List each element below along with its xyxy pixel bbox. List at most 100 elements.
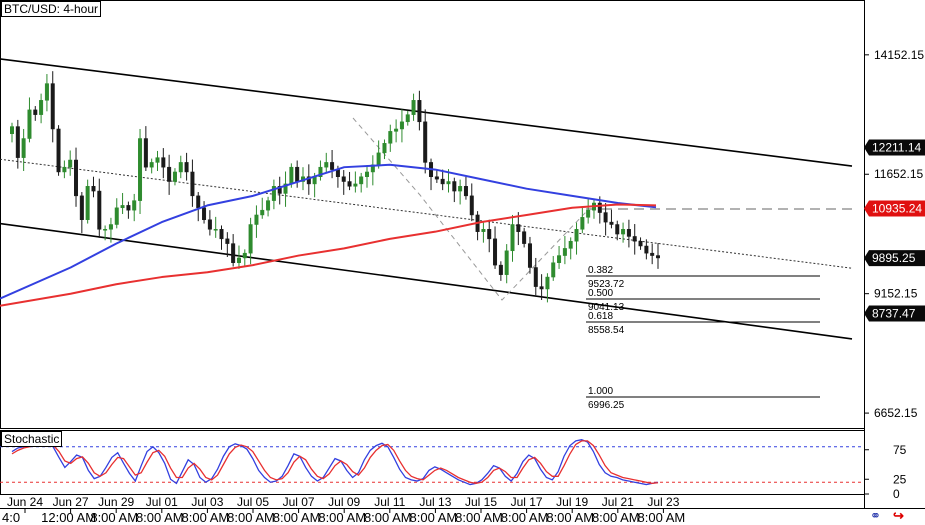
candle-body[interactable] [574,229,579,242]
candle-body[interactable] [318,166,323,177]
candle-body[interactable] [236,257,241,263]
candle-body[interactable] [498,264,503,275]
candle-body[interactable] [27,109,32,139]
candle-body[interactable] [172,171,177,182]
candle-body[interactable] [132,200,137,211]
candle-body[interactable] [266,200,271,211]
candle-body[interactable] [114,207,119,225]
candle-body[interactable] [335,169,340,177]
candle-body[interactable] [615,224,620,235]
candle-body[interactable] [539,286,544,290]
candle-body[interactable] [306,176,311,185]
candle-body[interactable] [254,214,259,225]
candle-body[interactable] [527,243,532,268]
candle-body[interactable] [91,186,96,192]
candle-body[interactable] [219,229,224,240]
candle-body[interactable] [97,190,102,230]
candle-body[interactable] [376,152,381,166]
moving-average-100-sma[interactable] [0,163,657,300]
candle-body[interactable] [330,162,335,170]
channel-line-upper[interactable] [0,58,853,167]
candle-body[interactable] [609,221,614,225]
candle-body[interactable] [277,186,282,194]
candle-body[interactable] [79,195,84,220]
candle-body[interactable] [283,183,288,194]
candle-body[interactable] [533,267,538,287]
stoch-line-pct-d[interactable] [11,440,659,485]
candle-body[interactable] [568,240,573,249]
candle-body[interactable] [382,143,387,154]
candle-body[interactable] [405,114,410,123]
candle-body[interactable] [347,181,352,187]
candle-body[interactable] [44,83,49,101]
candle-body[interactable] [557,255,562,263]
candle-body[interactable] [126,205,131,211]
candle-body[interactable] [184,162,189,173]
candle-body[interactable] [190,171,195,197]
candle-body[interactable] [242,252,247,259]
candle-body[interactable] [516,224,521,232]
candle-body[interactable] [85,186,90,220]
link-chain-icon[interactable]: ⚭ [870,508,881,523]
candle-body[interactable] [161,157,166,168]
candle-body[interactable] [493,238,498,266]
candle-body[interactable] [74,159,79,197]
candle-body[interactable] [597,202,602,213]
candle-body[interactable] [446,181,451,185]
candle-body[interactable] [225,238,230,244]
candle-body[interactable] [155,157,160,163]
candle-body[interactable] [202,207,207,220]
candle-body[interactable] [650,252,655,256]
swing-lines[interactable] [352,117,587,301]
candle-body[interactable] [271,186,276,201]
candle-body[interactable] [353,183,358,187]
candle-body[interactable] [656,255,660,259]
candle-body[interactable] [149,162,154,168]
candle-body[interactable] [39,100,44,115]
candle-body[interactable] [440,178,445,185]
candle-body[interactable] [207,219,212,230]
candle-body[interactable] [504,250,509,275]
candle-body[interactable] [56,128,61,173]
candle-body[interactable] [231,243,236,263]
candle-body[interactable] [562,248,567,256]
candle-body[interactable] [551,262,556,278]
candle-body[interactable] [603,212,608,223]
candle-body[interactable] [50,83,55,130]
candle-body[interactable] [21,138,26,158]
candle-body[interactable] [481,229,486,232]
candle-body[interactable] [580,217,585,230]
candle-body[interactable] [399,121,404,130]
candle-body[interactable] [644,245,649,254]
candle-body[interactable] [167,166,172,182]
candle-body[interactable] [295,166,300,182]
candle-body[interactable] [108,224,113,230]
candle-body[interactable] [452,181,457,192]
candle-body[interactable] [434,176,439,180]
stochastic-label[interactable]: Stochastic [1,431,63,447]
candle-body[interactable] [510,224,515,252]
candle-body[interactable] [411,100,416,115]
candle-body[interactable] [365,171,370,177]
candle-body[interactable] [341,176,346,182]
candle-body[interactable] [120,205,125,209]
candle-body[interactable] [143,138,148,168]
candle-body[interactable] [463,186,468,197]
candle-body[interactable] [469,195,474,216]
candle-body[interactable] [178,162,183,173]
red-arrow-icon[interactable]: ↪ [893,508,904,523]
channel-line-mid[interactable] [0,158,853,269]
candle-body[interactable] [586,209,591,218]
candle-body[interactable] [68,159,73,168]
candle-body[interactable] [196,195,201,209]
moving-average-200-sma[interactable] [0,203,657,307]
candle-body[interactable] [638,240,643,247]
candle-body[interactable] [62,166,67,173]
stoch-line-pct-k[interactable] [11,439,659,486]
candle-body[interactable] [10,126,14,135]
candle-body[interactable] [248,224,253,254]
candle-body[interactable] [260,209,265,216]
candle-body[interactable] [394,128,399,132]
candle-body[interactable] [15,126,20,158]
